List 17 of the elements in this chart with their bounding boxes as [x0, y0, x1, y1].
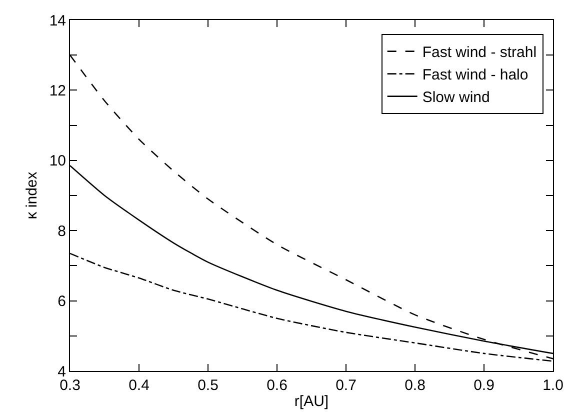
y-tick-label: 10 — [49, 152, 66, 170]
y-axis-title: κ index — [24, 171, 41, 220]
y-tick-label: 14 — [49, 12, 66, 30]
x-tick-label: 0.4 — [128, 377, 150, 394]
x-tick-label: 1.0 — [542, 377, 564, 394]
legend-label: Slow wind — [422, 89, 490, 106]
x-tick-label: 0.9 — [474, 377, 494, 394]
x-tick-label: 0.7 — [336, 377, 356, 394]
x-tick-label: 0.6 — [266, 377, 288, 394]
legend-label: Fast wind - halo — [422, 66, 528, 84]
y-tick-label: 12 — [49, 82, 66, 100]
x-tick-label: 0.5 — [198, 377, 218, 394]
y-tick-label: 8 — [58, 222, 66, 240]
x-axis-title: r[AU] — [294, 393, 329, 410]
y-tick-label: 6 — [58, 293, 66, 310]
legend-label: Fast wind - strahl — [422, 44, 537, 62]
x-tick-label: 0.8 — [404, 377, 426, 394]
